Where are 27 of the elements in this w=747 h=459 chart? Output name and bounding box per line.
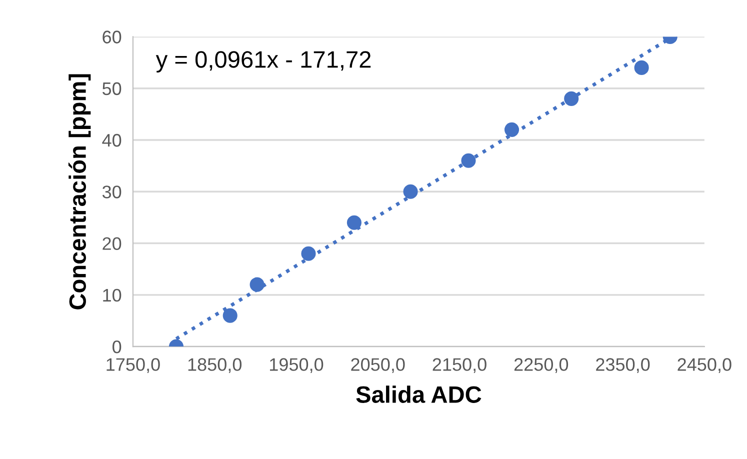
y-axis-title: Concentración [ppm] <box>68 74 91 310</box>
point <box>301 246 316 261</box>
point <box>504 122 520 137</box>
point <box>634 60 649 75</box>
point <box>461 153 476 168</box>
y-tick-label: 60 <box>102 30 122 44</box>
point <box>564 91 579 106</box>
point <box>222 308 238 323</box>
y-tick-label: 20 <box>102 237 122 250</box>
y-tick-label: 30 <box>102 186 122 198</box>
x-tick-label: 2350,0 <box>596 358 650 374</box>
x-tick-label: 2450,0 <box>678 358 732 374</box>
x-axis-title: Salida ADC <box>356 386 482 403</box>
y-tick-label: 50 <box>102 82 122 96</box>
point <box>250 277 264 292</box>
x-tick-label: 1950,0 <box>270 358 324 374</box>
point <box>403 184 418 199</box>
x-tick-label: 2250,0 <box>514 358 568 374</box>
x-tick-label: 2050,0 <box>351 358 405 374</box>
annotation: y = 0,0961x - 171,72 <box>156 51 371 73</box>
x-tick-label: 1750,0 <box>106 358 160 374</box>
x-tick-label: 1850,0 <box>188 358 242 374</box>
x-tick-label: 2150,0 <box>432 358 486 374</box>
y-tick-label: 10 <box>103 288 122 302</box>
point <box>346 215 362 230</box>
y-tick-label: 40 <box>102 134 122 147</box>
y-tick-label: 0 <box>112 340 122 354</box>
